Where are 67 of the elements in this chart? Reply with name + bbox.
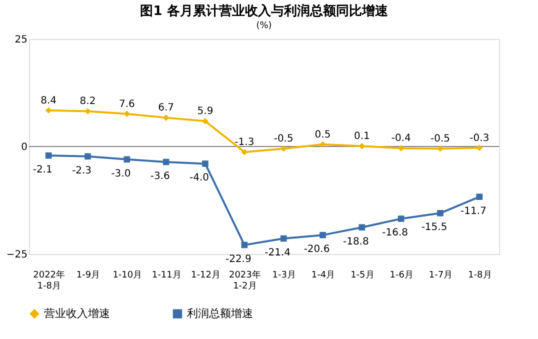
x-tick-label: 1-4月 [311, 270, 336, 280]
data-label: 5.9 [197, 106, 214, 118]
data-label: -3.0 [111, 168, 131, 180]
x-tick-label: 1-8月 [468, 270, 492, 280]
point [241, 148, 248, 156]
data-label: -3.6 [150, 170, 170, 182]
point [241, 242, 248, 248]
x-tick-label: 1-10月 [112, 270, 142, 280]
point [84, 153, 91, 160]
data-label: -0.3 [470, 132, 490, 144]
point [280, 235, 287, 242]
data-label: -11.7 [460, 206, 486, 217]
y-axis-title: (%) [256, 21, 272, 31]
legend-label: 利润总额增速 [187, 306, 253, 320]
point [45, 107, 52, 114]
point [437, 210, 444, 216]
x-tick-label: 1-5月 [350, 270, 374, 280]
point [320, 141, 326, 148]
data-label: -0.4 [391, 133, 411, 144]
x-tick-label: 1-3月 [272, 270, 296, 280]
point [358, 224, 366, 231]
y-tick-label: −25 [6, 250, 28, 260]
x-tick-label: 2023年 1-2月 [228, 270, 261, 292]
point [202, 118, 208, 124]
x-tick-label: 1-11月 [152, 270, 182, 280]
data-label: -2.1 [32, 164, 52, 176]
data-label: -0.5 [274, 134, 294, 145]
point [398, 145, 404, 152]
data-label: 0.5 [314, 129, 331, 140]
x-tick-label: 1-9月 [76, 270, 100, 280]
data-label: -0.5 [430, 134, 450, 145]
x-tick-label: 1-7月 [428, 270, 453, 280]
point [45, 152, 52, 159]
data-label: -21.4 [264, 248, 291, 259]
x-tick-label: 2022年 1-8月 [33, 270, 66, 292]
point [162, 114, 170, 121]
data-label: -15.5 [421, 222, 448, 234]
point [320, 232, 326, 238]
point [476, 144, 483, 151]
data-label: 6.7 [158, 102, 174, 114]
data-label: -20.6 [304, 244, 330, 256]
data-label: 0.1 [354, 131, 370, 142]
y-tick-label: 25 [14, 34, 28, 46]
chart-title: 图1 各月累计营业收入与利润总额同比增速 [140, 3, 389, 19]
data-label: -18.8 [342, 236, 369, 248]
point [476, 194, 483, 200]
point [437, 145, 444, 152]
y-tick-label: 0 [21, 142, 28, 153]
legend-label: 营业收入增速 [44, 306, 110, 320]
x-tick-label: 1-6月 [390, 270, 414, 280]
data-label: -16.8 [382, 228, 408, 239]
point [162, 158, 170, 166]
point [202, 160, 208, 167]
x-tick-label: 1-12月 [191, 270, 220, 280]
data-label: 8.4 [40, 95, 57, 106]
data-label: 7.6 [118, 98, 135, 110]
point [358, 142, 366, 150]
data-label: -22.9 [225, 254, 252, 265]
point [398, 216, 404, 222]
data-label: -2.3 [72, 165, 92, 176]
data-label: 8.2 [80, 96, 96, 108]
point [124, 156, 130, 163]
data-label: -1.3 [234, 137, 254, 148]
point [124, 110, 130, 117]
data-label: -4.0 [189, 172, 210, 184]
point [84, 108, 91, 114]
point [280, 145, 287, 152]
